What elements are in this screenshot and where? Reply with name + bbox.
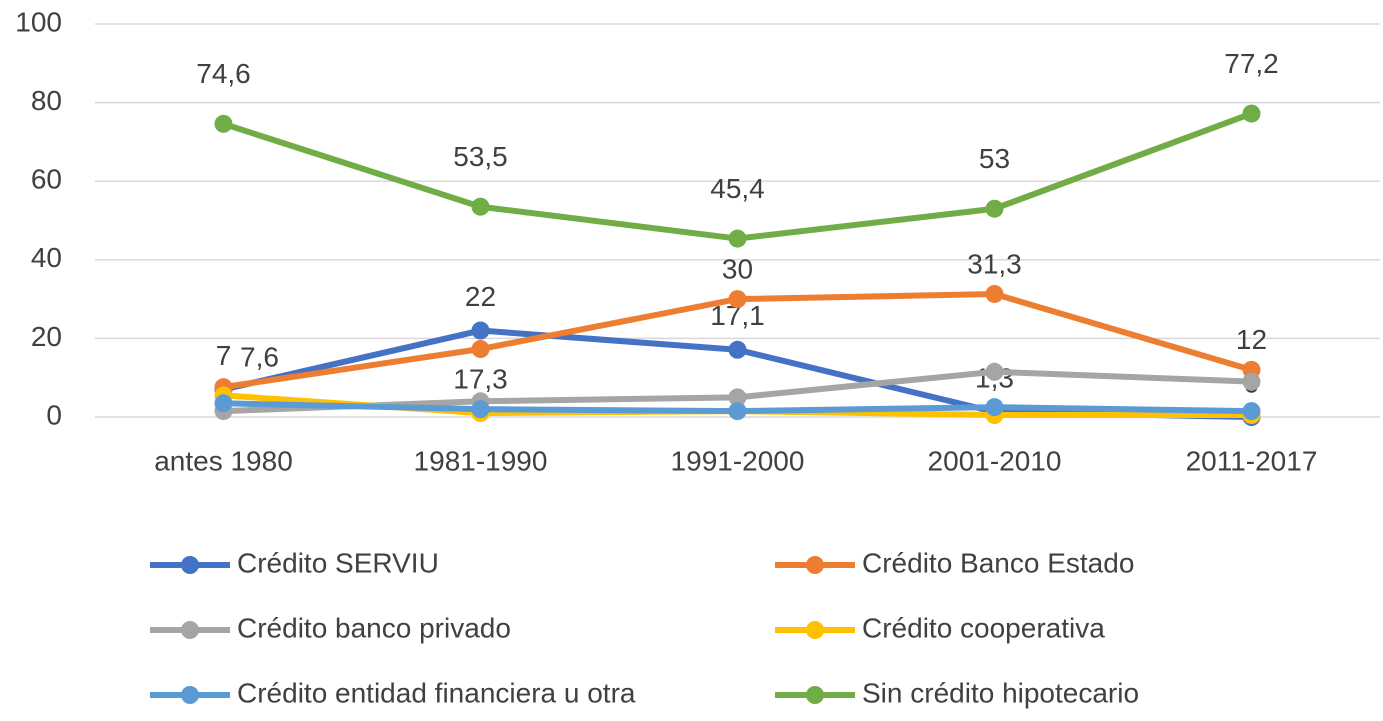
x-tick-label: 1991-2000	[671, 445, 805, 476]
legend-marker	[806, 621, 824, 639]
data-label: 74,6	[196, 58, 251, 89]
legend-label: Crédito Banco Estado	[862, 547, 1134, 578]
legend-marker	[806, 556, 824, 574]
y-tick-label: 20	[31, 321, 62, 352]
y-tick-label: 40	[31, 242, 62, 273]
data-label: 45,4	[710, 173, 765, 204]
legend-label: Sin crédito hipotecario	[862, 677, 1139, 708]
data-label: 22	[465, 281, 496, 312]
y-tick-label: 0	[46, 399, 62, 430]
legend-label: Crédito SERVIU	[237, 547, 439, 578]
data-label: 30	[722, 253, 753, 284]
data-label: 31,3	[967, 248, 1022, 279]
data-point	[728, 229, 747, 248]
data-point	[214, 114, 233, 133]
data-label: 77,2	[1224, 48, 1279, 79]
data-point	[728, 402, 747, 421]
x-tick-label: antes 1980	[154, 445, 293, 476]
data-label: 53	[979, 143, 1010, 174]
data-point	[471, 340, 490, 359]
data-label: 53,5	[453, 141, 508, 172]
data-label: 17,3	[453, 363, 508, 394]
legend-label: Crédito cooperativa	[862, 612, 1105, 643]
data-point	[1242, 402, 1261, 421]
y-tick-label: 100	[15, 6, 62, 37]
x-tick-label: 2001-2010	[928, 445, 1062, 476]
y-tick-label: 60	[31, 164, 62, 195]
legend-marker	[181, 621, 199, 639]
legend-label: Crédito entidad financiera u otra	[237, 677, 636, 708]
data-point	[214, 394, 233, 413]
x-tick-label: 2011-2017	[1186, 445, 1318, 476]
data-point	[985, 284, 1004, 303]
data-point	[985, 199, 1004, 218]
data-point	[728, 388, 747, 407]
data-point	[471, 321, 490, 340]
data-point	[1242, 372, 1261, 391]
data-point	[985, 398, 1004, 417]
data-point	[985, 362, 1004, 381]
y-tick-label: 80	[31, 85, 62, 116]
legend-label: Crédito banco privado	[237, 612, 511, 643]
data-point	[1242, 104, 1261, 123]
data-label: 7,6	[240, 342, 279, 373]
data-label: 7	[216, 340, 232, 371]
legend-marker	[181, 686, 199, 704]
data-point	[471, 400, 490, 419]
data-point	[471, 197, 490, 216]
legend-marker	[806, 686, 824, 704]
data-label: 12	[1236, 324, 1267, 355]
data-point	[728, 340, 747, 359]
legend-marker	[181, 556, 199, 574]
x-tick-label: 1981-1990	[414, 445, 548, 476]
data-point	[728, 290, 747, 309]
